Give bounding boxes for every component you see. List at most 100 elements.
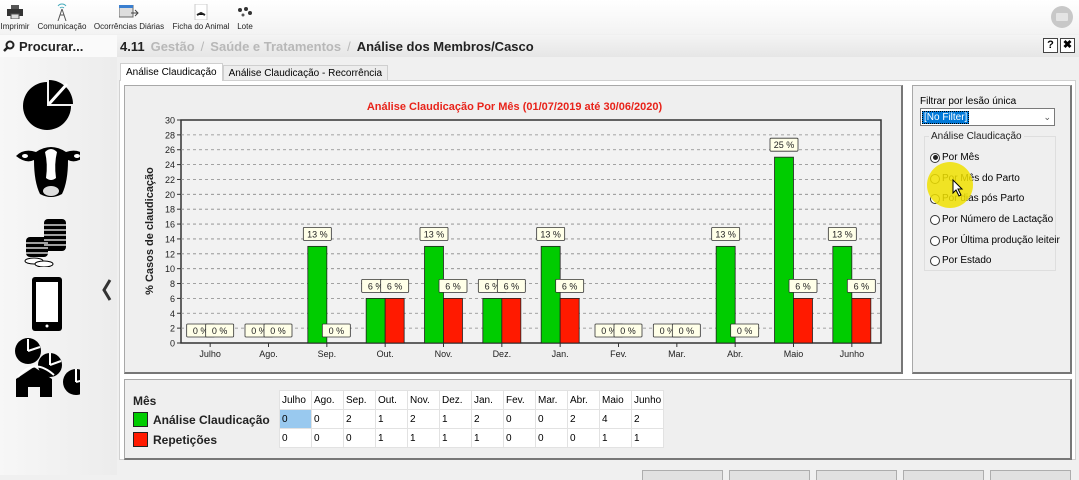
print-button[interactable]: Imprimir (0, 0, 30, 34)
animal-card-button[interactable]: Ficha do Animal (170, 0, 232, 34)
table-cell[interactable]: 0 (503, 428, 536, 448)
lesion-filter-select[interactable]: [No Filter] ⌄ (920, 108, 1055, 126)
printer-icon (5, 3, 25, 21)
breadcrumb-item[interactable]: Gestão (150, 38, 195, 54)
sidebar-item-analysis[interactable] (14, 75, 80, 133)
radio-por-mes-do-parto[interactable]: Por Mês do Parto (930, 173, 1020, 184)
column-header: Julho (279, 390, 312, 410)
table-cell[interactable]: 2 (630, 409, 665, 429)
filter-label: Filtrar por lesão única (920, 96, 1017, 107)
table-cell[interactable]: 0 (279, 409, 312, 429)
table-cell[interactable]: 2 (343, 409, 376, 429)
column-header: Ago. (311, 390, 344, 410)
radio-por-mes[interactable]: Por Mês (930, 152, 979, 163)
radio-icon (930, 193, 940, 204)
table-cell[interactable]: 0 (311, 409, 344, 429)
column-header: Mar. (535, 390, 568, 410)
sidebar-item-farm[interactable] (14, 338, 80, 397)
cow-icon (16, 147, 80, 197)
filter-selected-value: [No Filter] (922, 110, 970, 124)
breadcrumb: 4.11 Gestão / Saúde e Tratamentos / Anál… (117, 35, 1079, 57)
table-cell[interactable]: 1 (407, 428, 440, 448)
green-swatch (133, 412, 148, 427)
column-header: Sep. (343, 390, 376, 410)
tab-analise-claudicacao[interactable]: Análise Claudicação (120, 63, 223, 81)
communication-button[interactable]: Comunicação (34, 0, 90, 34)
radio-por-estado[interactable]: Por Estado (930, 255, 991, 266)
close-button[interactable]: ✖ (1060, 38, 1075, 53)
bottom-button[interactable] (642, 470, 723, 480)
bottom-button-bar (642, 470, 1071, 480)
table-cell[interactable]: 2 (407, 409, 440, 429)
bottom-button[interactable] (990, 470, 1071, 480)
group-label: Análise Claudicação (929, 131, 1024, 142)
radio-por-dias-pos-parto[interactable]: Por dias pós Parto (930, 193, 1024, 204)
tab-analise-recorrencia[interactable]: Análise Claudicação - Recorrência (222, 65, 389, 81)
red-swatch (133, 432, 148, 447)
table-cell[interactable]: 0 (279, 428, 312, 448)
table-cell[interactable]: 1 (439, 409, 472, 429)
collapse-sidebar-button[interactable] (100, 275, 114, 305)
radio-por-numero-lactacao[interactable]: Por Número de Lactação (930, 214, 1053, 225)
bottom-button[interactable] (816, 470, 897, 480)
farm-charts-icon (15, 338, 80, 397)
page-title: Análise dos Membros/Casco (356, 38, 534, 54)
data-table[interactable]: Julho Ago. Sep. Out. Nov. Dez. Jan. Fev. Mar. Abr… (279, 390, 665, 448)
table-cell[interactable]: 0 (535, 409, 568, 429)
mobile-icon (32, 277, 62, 331)
radio-icon (930, 173, 940, 184)
herd-icon (235, 3, 255, 21)
table-cell[interactable]: 1 (471, 428, 504, 448)
radio-por-ultima-producao[interactable]: Por Última produção leiteir (930, 235, 1060, 246)
radio-icon (930, 235, 940, 246)
legend-item-repeticoes: Repetições (133, 432, 217, 447)
column-header: Junho (630, 390, 665, 410)
table-cell[interactable]: 2 (567, 409, 600, 429)
column-header: Jan. (471, 390, 504, 410)
table-cell[interactable]: 0 (343, 428, 376, 448)
breadcrumb-item[interactable]: Saúde e Tratamentos (210, 38, 342, 54)
table-cell[interactable]: 4 (599, 409, 632, 429)
breadcrumb-separator: / (200, 38, 205, 54)
breadcrumb-number: 4.11 (120, 38, 145, 54)
table-cell[interactable]: 0 (503, 409, 536, 429)
herd-button[interactable]: Lote (234, 0, 256, 34)
table-cell[interactable]: 0 (311, 428, 344, 448)
animal-card-icon (191, 3, 211, 21)
table-cell[interactable]: 0 (535, 428, 568, 448)
column-header: Nov. (407, 390, 440, 410)
legend-title: Mês (133, 394, 157, 408)
mail-button[interactable] (1051, 6, 1073, 28)
sidebar-item-finance[interactable] (14, 212, 80, 270)
search-button[interactable]: Procurar... (0, 35, 117, 57)
data-table-panel: Mês Análise Claudicação Repetições Julho… (124, 379, 1072, 460)
mail-icon (1056, 13, 1068, 21)
help-button[interactable]: ? (1043, 38, 1058, 53)
bottom-button[interactable] (729, 470, 810, 480)
radio-checked-icon (930, 152, 940, 163)
analysis-group: Análise Claudicação Por Mês Por Mês do P… (924, 131, 1060, 271)
table-cell[interactable]: 0 (567, 428, 600, 448)
table-cell[interactable]: 1 (375, 428, 408, 448)
column-header: Maio (599, 390, 632, 410)
table-cell[interactable]: 1 (375, 409, 408, 429)
table-cell[interactable]: 1 (630, 428, 665, 448)
table-cell[interactable]: 2 (471, 409, 504, 429)
daily-occurrences-button[interactable]: Ocorrências Diárias (92, 0, 166, 34)
tab-bar: Análise Claudicação Análise Claudicação … (120, 63, 389, 81)
sidebar-item-mobile[interactable] (14, 275, 80, 333)
chart-title: Análise Claudicação Por Mês (01/07/2019 … (366, 101, 663, 113)
column-header: Fev. (503, 390, 536, 410)
bottom-button[interactable] (903, 470, 984, 480)
chart-panel: Análise Claudicação Por Mês (01/07/2019 … (124, 85, 903, 374)
calendar-icon (119, 3, 139, 21)
column-header: Out. (375, 390, 408, 410)
table-cell[interactable]: 1 (439, 428, 472, 448)
sidebar-item-animals[interactable] (14, 142, 80, 200)
table-cell[interactable]: 1 (599, 428, 632, 448)
search-icon (3, 40, 15, 52)
antenna-icon (52, 3, 72, 21)
table-header-row: Julho Ago. Sep. Out. Nov. Dez. Jan. Fev. Mar. Abr… (279, 390, 665, 410)
